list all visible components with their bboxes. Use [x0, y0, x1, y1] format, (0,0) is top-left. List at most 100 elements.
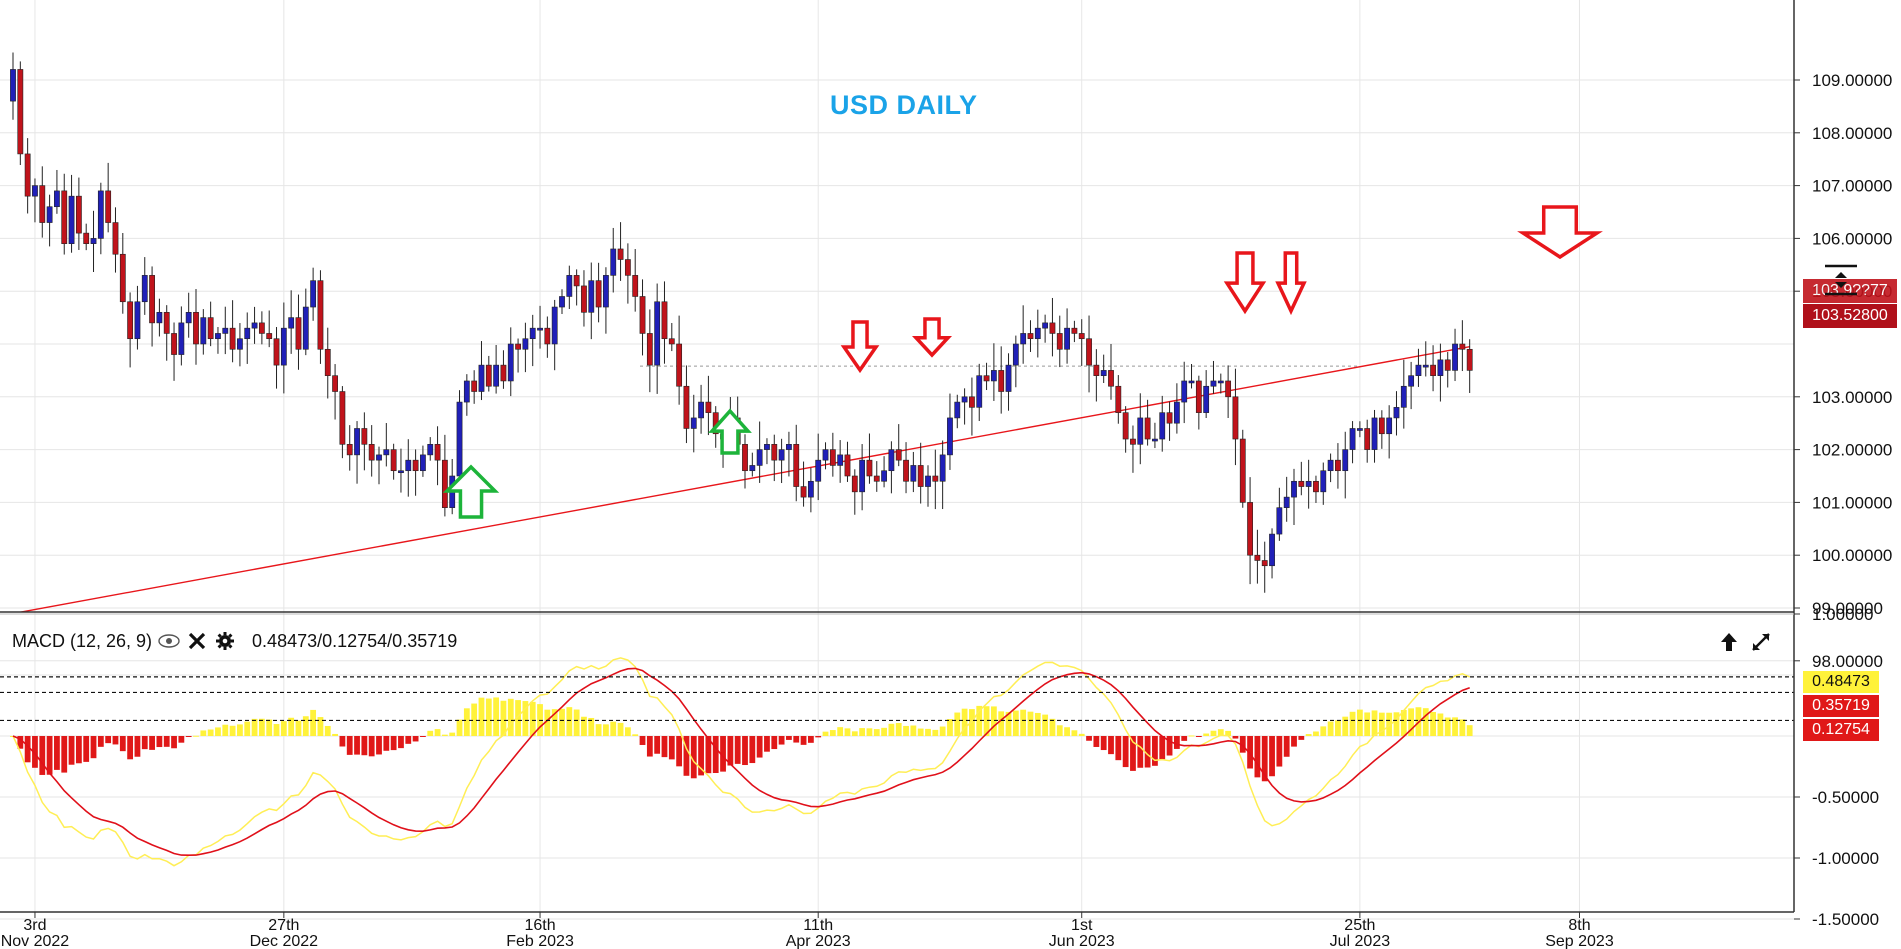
arrow-up-icon[interactable]	[1717, 630, 1741, 654]
eye-icon[interactable]	[158, 630, 180, 652]
histogram-bar	[105, 736, 112, 744]
candle	[1064, 308, 1070, 364]
candle-body	[1181, 380, 1188, 403]
histogram-bar	[1217, 729, 1224, 736]
red-down-arrow	[1517, 205, 1603, 260]
histogram-bar	[764, 736, 770, 752]
candle-body	[1064, 327, 1070, 350]
candle	[10, 52, 16, 120]
candle	[588, 262, 595, 340]
macd-value-tag: 0.48473	[1803, 671, 1879, 693]
histogram-bar	[910, 725, 917, 736]
candle	[529, 314, 536, 367]
candle-body	[1225, 380, 1232, 398]
candle-body	[939, 454, 946, 482]
price-tick-label: 99.00000	[1812, 599, 1883, 618]
candle	[1415, 348, 1422, 387]
histogram-bar	[976, 705, 983, 736]
candle	[881, 456, 887, 488]
histogram-bar	[1356, 709, 1363, 736]
time-tick-day: 1st	[1071, 917, 1093, 934]
candle	[339, 386, 346, 459]
candle	[1034, 309, 1041, 358]
close-icon[interactable]	[186, 630, 208, 652]
candle-body	[1078, 333, 1085, 340]
histogram-bar	[75, 736, 82, 764]
candle-body	[873, 475, 880, 482]
candle-body	[807, 480, 814, 498]
histogram-bar	[500, 700, 507, 736]
candle-body	[1166, 412, 1173, 424]
candle	[1283, 476, 1290, 522]
candle-body	[163, 312, 170, 334]
histogram-bar	[280, 721, 287, 736]
candle	[581, 270, 587, 327]
candle-body	[332, 375, 338, 392]
candle-body	[529, 327, 536, 340]
candle-body	[1364, 428, 1371, 450]
candle	[1239, 429, 1246, 508]
candle-body	[617, 248, 624, 260]
macd-tick-label: 1.00000	[1812, 605, 1873, 624]
histogram-bar	[1393, 712, 1400, 736]
candle	[800, 461, 807, 507]
histogram-bar	[588, 717, 595, 736]
histogram-bar	[925, 728, 931, 736]
candle-body	[405, 459, 412, 472]
red-down-arrow	[840, 320, 880, 374]
candle	[1313, 475, 1319, 503]
candle	[822, 442, 829, 470]
candle-body	[1356, 428, 1363, 431]
candle	[266, 310, 273, 348]
candle	[771, 434, 778, 482]
signal-value-tag: 0.35719	[1803, 695, 1879, 717]
axes	[0, 0, 1795, 913]
time-tick-month: Sep 2023	[1545, 933, 1614, 949]
candle-body	[310, 280, 317, 308]
candle	[61, 173, 68, 255]
candle	[1393, 391, 1400, 436]
candle-body	[932, 475, 939, 482]
candle-body	[610, 248, 617, 276]
histogram-bar	[807, 736, 814, 743]
histogram-bar	[471, 703, 478, 736]
candle-body	[976, 375, 983, 408]
candle	[427, 437, 434, 461]
histogram-bar	[222, 724, 229, 736]
price-tick-label: 106.00000	[1812, 229, 1892, 248]
candle-body	[1327, 459, 1334, 472]
price-cursor-icon[interactable]	[1823, 264, 1859, 296]
candle-body	[1137, 417, 1144, 445]
gear-icon[interactable]	[214, 630, 236, 652]
histogram-bar	[17, 736, 24, 749]
candle-body	[815, 459, 822, 482]
candle	[1356, 421, 1363, 438]
candle	[1298, 461, 1305, 496]
histogram-value-tag: 0.12754	[1803, 719, 1879, 741]
candle-body	[1305, 480, 1312, 487]
histogram-bar	[1071, 730, 1078, 736]
candle	[932, 449, 939, 510]
histogram-bar	[1137, 736, 1144, 768]
candle	[1012, 335, 1019, 388]
time-tick-day: 3rd	[23, 917, 46, 934]
histogram-bar	[376, 736, 382, 755]
candle-body	[215, 333, 221, 340]
candle-body	[1093, 364, 1100, 376]
candle	[376, 446, 382, 485]
candle-body	[800, 486, 807, 498]
histogram-bar	[734, 736, 741, 764]
expand-icon[interactable]	[1749, 630, 1773, 654]
candle-body	[1291, 480, 1297, 498]
histogram-bar	[156, 736, 163, 748]
histogram-bar	[1210, 730, 1217, 736]
candle	[522, 322, 529, 373]
histogram-bar	[163, 736, 170, 747]
candle	[1078, 319, 1085, 366]
histogram-bar	[1115, 736, 1122, 761]
green-up-arrow	[442, 464, 500, 519]
candle	[859, 444, 866, 511]
histogram-bar	[1232, 736, 1239, 739]
candle-body	[361, 428, 368, 445]
